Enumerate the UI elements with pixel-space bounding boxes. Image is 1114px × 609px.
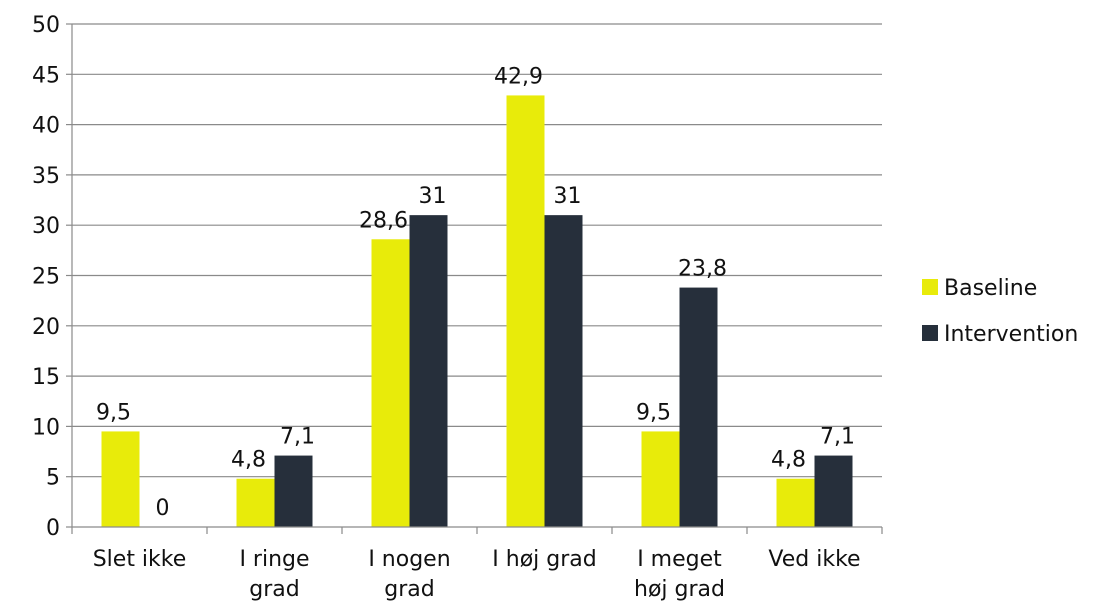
x-tick-label: Slet ikke	[93, 547, 187, 572]
data-label: 4,8	[771, 448, 806, 473]
bar-baseline-5	[776, 478, 815, 527]
y-tick-label: 35	[32, 164, 60, 189]
gridlines	[72, 23, 882, 478]
data-label: 9,5	[636, 400, 671, 425]
y-tick-label: 40	[32, 114, 60, 139]
y-tick-label: 50	[32, 13, 60, 38]
bars	[101, 95, 853, 528]
bar-intervention-1	[274, 455, 313, 527]
x-tick-label: I ringe grad	[239, 547, 309, 602]
legend-label: Baseline	[944, 276, 1037, 301]
data-labels: 9,5 4,8 28,6 42,9 9,5 4,8 0 7,1 31 31 23,8 7,1	[96, 64, 855, 521]
bar-baseline-3	[506, 95, 545, 528]
bar-baseline-2	[371, 239, 410, 527]
x-tick-label: I nogen grad	[368, 547, 450, 602]
legend-swatch-baseline	[922, 279, 938, 295]
legend-label: Intervention	[944, 322, 1078, 347]
bar-baseline-0	[101, 431, 140, 527]
bar-intervention-5	[814, 455, 853, 527]
bar-baseline-1	[236, 478, 275, 527]
data-label: 4,8	[231, 448, 266, 473]
x-axis: Slet ikke I ringe grad I nogen grad I høj gra…	[71, 24, 883, 602]
y-tick-label: 15	[32, 365, 60, 390]
y-tick-label: 20	[32, 315, 60, 340]
data-label: 31	[419, 184, 447, 209]
y-tick-label: 25	[32, 265, 60, 290]
x-tick-label: Ved ikke	[768, 547, 860, 572]
data-label: 23,8	[678, 257, 727, 282]
y-tick-label: 10	[32, 415, 60, 440]
y-axis: 0 5 10 15 20 25 30 35 40 45 50	[32, 13, 72, 541]
bar-intervention-3	[544, 215, 583, 527]
data-label: 31	[554, 184, 582, 209]
x-tick-label: I høj grad	[492, 547, 596, 572]
bar-baseline-4	[641, 431, 680, 527]
legend: Baseline Intervention	[922, 276, 1078, 347]
data-label: 7,1	[280, 425, 315, 450]
data-label: 0	[156, 496, 170, 521]
data-label: 9,5	[96, 400, 131, 425]
bar-intervention-2	[409, 215, 448, 527]
y-tick-label: 5	[46, 466, 60, 491]
y-tick-label: 30	[32, 214, 60, 239]
y-tick-label: 0	[46, 516, 60, 541]
data-label: 42,9	[494, 64, 543, 89]
legend-swatch-intervention	[922, 325, 938, 341]
bar-intervention-4	[679, 287, 718, 527]
data-label: 7,1	[820, 425, 855, 450]
y-tick-label: 45	[32, 63, 60, 88]
data-label: 28,6	[359, 208, 408, 233]
x-tick-label: I meget høj grad	[634, 547, 725, 602]
